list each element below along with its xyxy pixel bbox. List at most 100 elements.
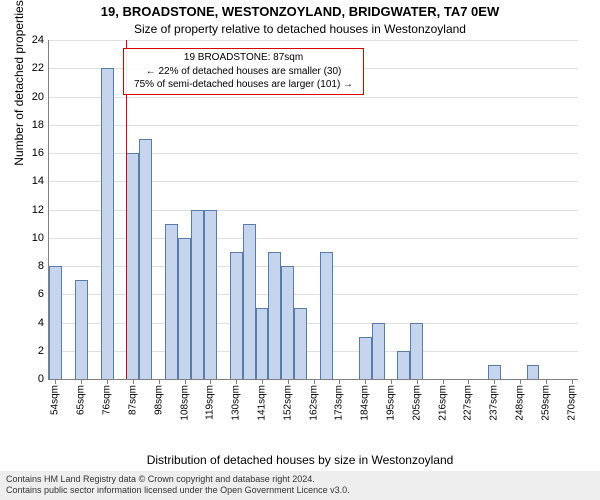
x-tick-cell: 98sqm bbox=[152, 379, 165, 439]
x-tick-cell bbox=[62, 379, 75, 439]
x-tick-mark bbox=[468, 379, 469, 384]
x-tick-cell bbox=[268, 379, 281, 439]
x-tick-cell: 162sqm bbox=[307, 379, 320, 439]
x-tick-cell bbox=[475, 379, 488, 439]
x-tick-cell bbox=[397, 379, 410, 439]
bar-cell bbox=[449, 40, 462, 379]
x-tick-mark bbox=[391, 379, 392, 384]
bar-cell bbox=[552, 40, 565, 379]
x-tick-cell bbox=[139, 379, 152, 439]
histogram-bar bbox=[165, 224, 178, 379]
x-tick-label: 259sqm bbox=[540, 385, 551, 421]
x-tick-cell bbox=[294, 379, 307, 439]
x-tick-mark bbox=[185, 379, 186, 384]
x-tick-cell: 259sqm bbox=[539, 379, 552, 439]
x-tick-cell: 270sqm bbox=[565, 379, 578, 439]
x-tick-cell: 216sqm bbox=[436, 379, 449, 439]
bar-cell bbox=[527, 40, 540, 379]
x-tick-cell: 205sqm bbox=[410, 379, 423, 439]
histogram-bar bbox=[75, 280, 88, 379]
x-tick-label: 130sqm bbox=[231, 385, 242, 421]
x-tick-cell bbox=[88, 379, 101, 439]
x-tick-mark bbox=[107, 379, 108, 384]
x-tick-label: 162sqm bbox=[308, 385, 319, 421]
x-tick-cell: 141sqm bbox=[256, 379, 269, 439]
x-tick-cell bbox=[372, 379, 385, 439]
x-tick-cell bbox=[423, 379, 436, 439]
x-tick-cell bbox=[449, 379, 462, 439]
x-tick-cell bbox=[552, 379, 565, 439]
bar-cell bbox=[88, 40, 101, 379]
x-tick-label: 98sqm bbox=[153, 385, 164, 415]
x-tick-mark bbox=[288, 379, 289, 384]
x-tick-label: 248sqm bbox=[515, 385, 526, 421]
footer-line2: Contains public sector information licen… bbox=[6, 485, 594, 496]
histogram-plot: 54sqm65sqm76sqm87sqm98sqm108sqm119sqm130… bbox=[48, 40, 578, 380]
y-tick-label: 4 bbox=[38, 317, 44, 329]
histogram-bar bbox=[410, 323, 423, 380]
x-tick-mark bbox=[546, 379, 547, 384]
x-tick-mark bbox=[339, 379, 340, 384]
histogram-bar bbox=[204, 210, 217, 380]
x-tick-cell: 76sqm bbox=[101, 379, 114, 439]
x-tick-cell bbox=[527, 379, 540, 439]
x-tick-cell bbox=[191, 379, 204, 439]
x-tick-label: 141sqm bbox=[256, 385, 267, 421]
histogram-bar bbox=[139, 139, 152, 379]
histogram-bar bbox=[191, 210, 204, 380]
x-tick-mark bbox=[365, 379, 366, 384]
y-tick-label: 0 bbox=[38, 373, 44, 385]
bar-cell bbox=[410, 40, 423, 379]
x-tick-mark bbox=[236, 379, 237, 384]
x-tick-cell bbox=[243, 379, 256, 439]
x-tick-label: 195sqm bbox=[386, 385, 397, 421]
x-ticks: 54sqm65sqm76sqm87sqm98sqm108sqm119sqm130… bbox=[49, 379, 578, 439]
bar-cell bbox=[475, 40, 488, 379]
x-tick-mark bbox=[55, 379, 56, 384]
x-tick-cell: 87sqm bbox=[126, 379, 139, 439]
x-tick-cell bbox=[501, 379, 514, 439]
histogram-bar bbox=[281, 266, 294, 379]
x-tick-cell: 227sqm bbox=[462, 379, 475, 439]
bar-cell bbox=[501, 40, 514, 379]
histogram-bar bbox=[397, 351, 410, 379]
histogram-bar bbox=[230, 252, 243, 379]
histogram-bar bbox=[256, 308, 269, 379]
y-tick-label: 8 bbox=[38, 260, 44, 272]
y-tick-label: 24 bbox=[32, 34, 44, 46]
histogram-bar bbox=[243, 224, 256, 379]
footer-line1: Contains HM Land Registry data © Crown c… bbox=[6, 474, 594, 485]
y-tick-label: 6 bbox=[38, 288, 44, 300]
bar-cell bbox=[372, 40, 385, 379]
x-tick-cell bbox=[114, 379, 127, 439]
x-tick-label: 119sqm bbox=[205, 385, 216, 420]
bar-cell bbox=[462, 40, 475, 379]
x-tick-label: 205sqm bbox=[411, 385, 422, 421]
bar-cell bbox=[436, 40, 449, 379]
y-tick-label: 18 bbox=[32, 119, 44, 131]
bar-cell bbox=[423, 40, 436, 379]
bar-cell bbox=[62, 40, 75, 379]
annotation-line: ← 22% of detached houses are smaller (30… bbox=[134, 65, 353, 79]
x-tick-label: 87sqm bbox=[127, 385, 138, 415]
y-axis-label: Number of detached properties bbox=[12, 0, 26, 233]
x-tick-cell: 237sqm bbox=[488, 379, 501, 439]
x-tick-cell bbox=[346, 379, 359, 439]
x-tick-cell: 108sqm bbox=[178, 379, 191, 439]
x-tick-label: 76sqm bbox=[102, 385, 113, 415]
histogram-bar bbox=[488, 365, 501, 379]
bar-cell bbox=[49, 40, 62, 379]
x-tick-cell: 195sqm bbox=[385, 379, 398, 439]
x-axis-label: Distribution of detached houses by size … bbox=[0, 453, 600, 467]
x-tick-cell: 54sqm bbox=[49, 379, 62, 439]
x-tick-label: 108sqm bbox=[179, 385, 190, 421]
x-tick-mark bbox=[572, 379, 573, 384]
bar-cell bbox=[488, 40, 501, 379]
histogram-bar bbox=[294, 308, 307, 379]
histogram-bar bbox=[320, 252, 333, 379]
bar-cell bbox=[101, 40, 114, 379]
annotation-line: 19 BROADSTONE: 87sqm bbox=[134, 51, 353, 65]
histogram-bar bbox=[268, 252, 281, 379]
y-tick-label: 22 bbox=[32, 62, 44, 74]
x-tick-cell: 130sqm bbox=[230, 379, 243, 439]
